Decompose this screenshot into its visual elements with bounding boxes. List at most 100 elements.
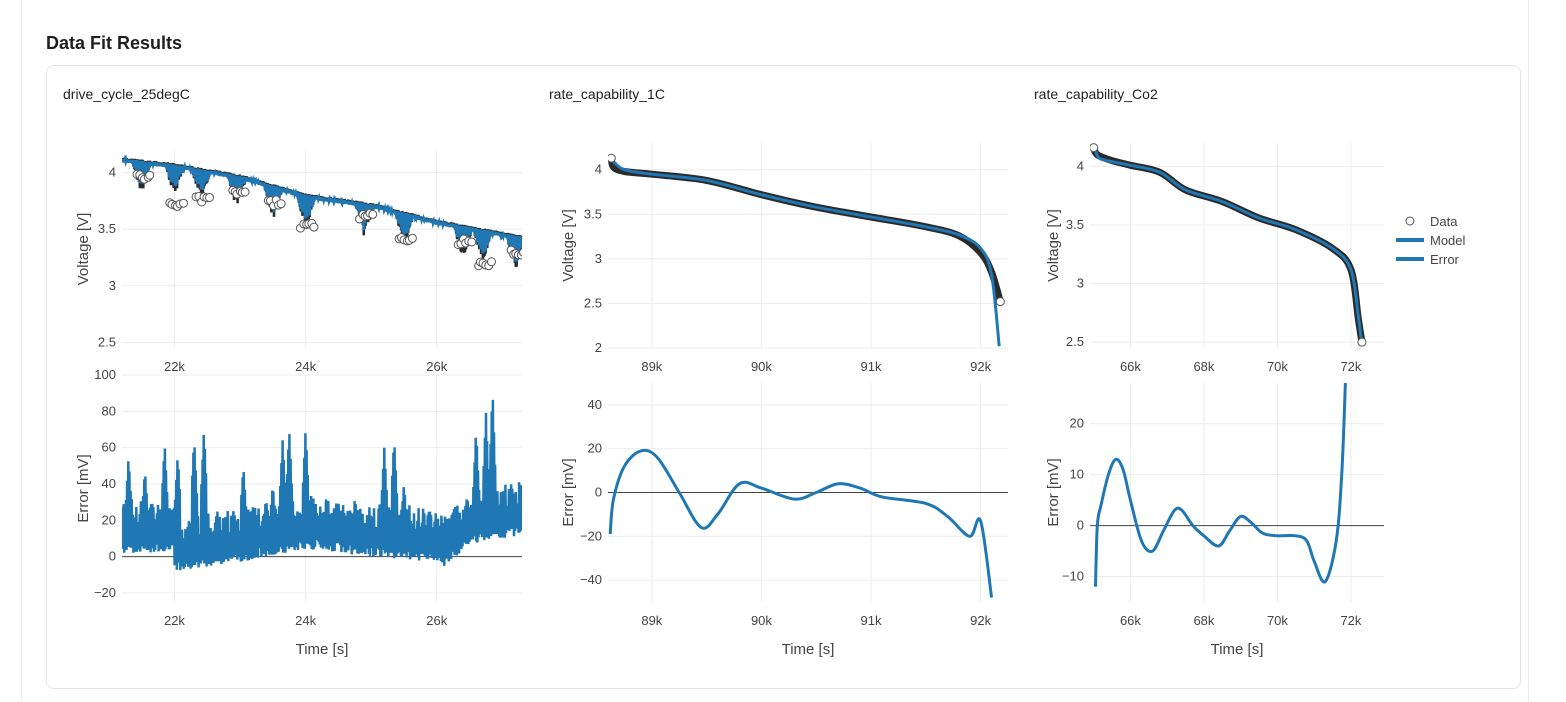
voltage-data-point bbox=[486, 257, 496, 267]
panel-title-drive-cycle: drive_cycle_25degC bbox=[63, 86, 190, 102]
voltage-data-series bbox=[1090, 144, 1366, 346]
legend-label: Error bbox=[1430, 252, 1460, 267]
y-tick-label: −10 bbox=[1062, 569, 1084, 584]
x-tick-label: 68k bbox=[1193, 613, 1214, 628]
error-plot-area bbox=[122, 399, 522, 571]
voltage-data-point bbox=[276, 199, 286, 209]
x-tick-label: 90k bbox=[751, 613, 772, 628]
x-tick-label: 91k bbox=[861, 359, 882, 374]
voltage-data-point bbox=[178, 198, 188, 208]
x-tick-label: 70k bbox=[1267, 613, 1288, 628]
y-tick-label: 20 bbox=[102, 512, 116, 527]
legend-item-error[interactable]: Error bbox=[1396, 252, 1460, 267]
y-tick-label: 2 bbox=[595, 340, 602, 355]
chart-panel-0[interactable]: 22k 24k 26k 2.5 3 3.5 4 Voltage [V] 22k 24k 26k −20… bbox=[75, 150, 528, 658]
x-tick-label: 26k bbox=[426, 613, 447, 628]
error-axis-title: Error [mV] bbox=[560, 458, 577, 526]
legend[interactable]: Data Model Error bbox=[1396, 214, 1466, 267]
x-tick-label: 92k bbox=[970, 359, 991, 374]
y-tick-label: 2.5 bbox=[584, 295, 602, 310]
x-tick-label: 22k bbox=[164, 359, 185, 374]
voltage-data-point bbox=[407, 233, 417, 243]
y-tick-label: 3 bbox=[1077, 276, 1084, 291]
y-tick-label: 3.5 bbox=[584, 206, 602, 221]
x-tick-label: 66k bbox=[1120, 359, 1141, 374]
y-tick-label: 4 bbox=[595, 162, 602, 177]
y-tick-label: 20 bbox=[588, 441, 602, 456]
x-tick-label: 68k bbox=[1193, 359, 1214, 374]
y-tick-label: 3.5 bbox=[98, 221, 116, 236]
legend-marker-icon bbox=[1405, 216, 1415, 226]
voltage-data-point bbox=[467, 237, 477, 247]
y-tick-label: 4 bbox=[1077, 158, 1084, 173]
y-tick-label: 0 bbox=[595, 485, 602, 500]
x-tick-label: 72k bbox=[1340, 359, 1361, 374]
x-tick-label: 72k bbox=[1340, 613, 1361, 628]
y-tick-label: 10 bbox=[1070, 467, 1084, 482]
y-tick-label: 0 bbox=[1077, 518, 1084, 533]
y-tick-label: 40 bbox=[588, 397, 602, 412]
y-tick-label: 20 bbox=[1070, 416, 1084, 431]
voltage-model-series bbox=[122, 154, 522, 262]
voltage-axis-title: Voltage [V] bbox=[1045, 209, 1062, 282]
y-tick-label: 0 bbox=[109, 549, 116, 564]
voltage-data-point bbox=[608, 153, 616, 163]
legend-label: Data bbox=[1430, 214, 1458, 229]
y-tick-label: 3 bbox=[109, 278, 116, 293]
voltage-plot-area bbox=[1090, 143, 1367, 347]
y-tick-label: 60 bbox=[102, 440, 116, 455]
x-tick-label: 66k bbox=[1120, 613, 1141, 628]
voltage-data-point bbox=[519, 248, 522, 257]
voltage-data-point bbox=[995, 297, 1005, 307]
y-tick-label: 2.5 bbox=[1066, 334, 1084, 349]
chart-panel-2[interactable]: 66k 68k 70k 72k 2.5 3 3.5 4 Voltage [V] 66k 68k 70k… bbox=[1045, 143, 1384, 658]
voltage-axis-title: Voltage [V] bbox=[560, 209, 577, 282]
y-tick-label: −20 bbox=[94, 585, 116, 600]
x-tick-label: 24k bbox=[295, 359, 316, 374]
error-axis-title: Error [mV] bbox=[1045, 458, 1062, 526]
x-tick-label: 90k bbox=[751, 359, 772, 374]
x-axis-title: Time [s] bbox=[296, 641, 349, 658]
x-tick-label: 26k bbox=[426, 359, 447, 374]
voltage-plot-area bbox=[122, 154, 522, 271]
y-tick-label: −40 bbox=[580, 572, 602, 587]
voltage-model-series bbox=[1094, 149, 1363, 339]
voltage-data-point bbox=[205, 192, 215, 202]
voltage-plot-area bbox=[608, 153, 1005, 347]
x-tick-label: 89k bbox=[641, 359, 662, 374]
voltage-data-point bbox=[240, 187, 250, 197]
y-tick-label: −20 bbox=[580, 528, 602, 543]
y-tick-label: 40 bbox=[102, 476, 116, 491]
x-tick-label: 91k bbox=[861, 613, 882, 628]
voltage-data-point bbox=[1090, 143, 1099, 153]
voltage-data-point bbox=[368, 209, 378, 219]
x-tick-label: 89k bbox=[641, 613, 662, 628]
voltage-axis-title: Voltage [V] bbox=[75, 213, 92, 286]
x-tick-label: 22k bbox=[164, 613, 185, 628]
content-frame bbox=[21, 0, 1529, 702]
x-tick-label: 70k bbox=[1267, 359, 1288, 374]
x-axis-title: Time [s] bbox=[782, 641, 835, 658]
error-series bbox=[1094, 383, 1347, 587]
y-tick-label: 3 bbox=[595, 251, 602, 266]
section-title: Data Fit Results bbox=[46, 33, 183, 53]
results-card bbox=[46, 65, 1521, 689]
legend-label: Model bbox=[1430, 233, 1466, 248]
y-tick-label: 80 bbox=[102, 403, 116, 418]
legend-item-data[interactable]: Data bbox=[1405, 214, 1458, 229]
error-plot-area bbox=[1090, 383, 1384, 587]
error-plot-area bbox=[608, 448, 1008, 598]
y-tick-label: 2.5 bbox=[98, 334, 116, 349]
x-tick-label: 92k bbox=[970, 613, 991, 628]
x-tick-label: 24k bbox=[295, 613, 316, 628]
panel-title-rate-1c: rate_capability_1C bbox=[549, 86, 665, 102]
y-tick-label: 3.5 bbox=[1066, 217, 1084, 232]
error-axis-title: Error [mV] bbox=[75, 454, 92, 522]
voltage-data-point bbox=[145, 170, 155, 180]
panel-title-rate-co2: rate_capability_Co2 bbox=[1034, 86, 1158, 102]
voltage-data-point bbox=[1357, 337, 1367, 347]
chart-panel-1[interactable]: 89k 90k 91k 92k 2 2.5 3 3.5 4 Voltage [V] 89k 90k 91… bbox=[560, 143, 1008, 658]
y-tick-label: 4 bbox=[109, 165, 116, 180]
legend-item-model[interactable]: Model bbox=[1396, 233, 1466, 248]
